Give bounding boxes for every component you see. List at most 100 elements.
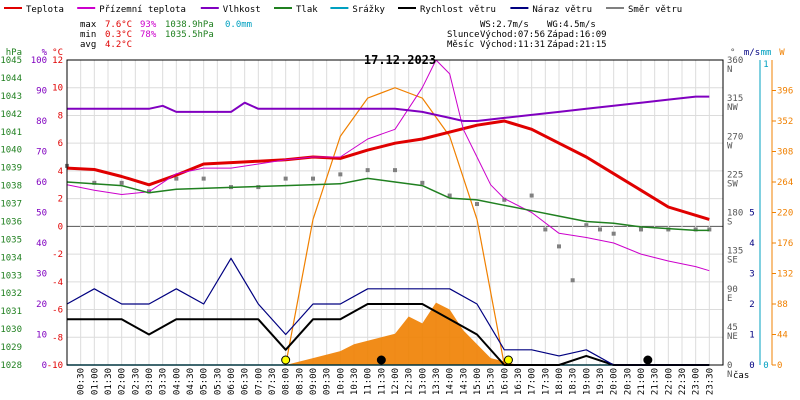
x-tick-label: 01:00 bbox=[90, 368, 100, 395]
direction-tick-label: SE bbox=[727, 256, 738, 266]
wind-direction-point bbox=[557, 244, 561, 249]
hpa-axis-tick: 1041 bbox=[0, 128, 22, 138]
temperature-axis-tick: -6 bbox=[52, 306, 63, 316]
wind-direction-point bbox=[338, 172, 343, 177]
legend-label: Přízemní teplota bbox=[99, 5, 186, 15]
x-tick-label: 14:00 bbox=[446, 368, 456, 395]
solar-unit: W bbox=[779, 48, 785, 58]
temperature-axis-tick: 10 bbox=[52, 84, 63, 94]
humidity-axis-tick: 0 bbox=[42, 361, 47, 371]
series-line-p-zemn-teplota bbox=[66, 59, 710, 272]
solar-tick: 88 bbox=[777, 300, 788, 310]
x-tick-label: 12:00 bbox=[391, 368, 401, 395]
humidity-axis-tick: 90 bbox=[36, 87, 47, 97]
solar-tick: 396 bbox=[777, 87, 793, 97]
x-tick-label: 16:00 bbox=[500, 368, 510, 395]
x-axis-unit: čas bbox=[733, 370, 749, 381]
solar-radiation-area bbox=[285, 302, 518, 365]
direction-tick: 315 bbox=[727, 94, 743, 104]
header-text: max 7.6°C 93% 1038.9hPa 0.0mm min 0.3°C 78% 1035… bbox=[80, 20, 607, 67]
hpa-axis-tick: 1042 bbox=[0, 110, 22, 120]
sun-marker bbox=[281, 355, 291, 365]
legend-label: Vlhkost bbox=[223, 5, 261, 15]
solar-tick: 176 bbox=[777, 239, 793, 249]
direction-tick-label: SW bbox=[727, 179, 738, 189]
x-tick-label: 22:30 bbox=[678, 368, 688, 395]
x-tick-label: 23:00 bbox=[692, 368, 702, 395]
direction-tick: 90 bbox=[727, 285, 738, 295]
sun-rise: Východ:07:56 bbox=[480, 30, 545, 40]
sun-moon-markers bbox=[281, 355, 653, 365]
hpa-axis-tick: 1028 bbox=[0, 361, 22, 371]
sun-elevation-line bbox=[285, 87, 505, 366]
legend-label: Směr větru bbox=[628, 5, 682, 15]
hpa-axis-tick: 1044 bbox=[0, 74, 22, 84]
direction-tick: 270 bbox=[727, 132, 743, 142]
sun-set: Západ:16:09 bbox=[547, 30, 607, 40]
direction-tick-label: NE bbox=[727, 332, 738, 342]
wind-direction-point bbox=[174, 176, 179, 181]
x-tick-label: 10:30 bbox=[350, 368, 360, 395]
x-tick-label: 17:00 bbox=[528, 368, 538, 395]
x-tick-label: 17:30 bbox=[541, 368, 551, 395]
x-tick-label: 08:00 bbox=[282, 368, 292, 395]
x-tick-label: 20:30 bbox=[623, 368, 633, 395]
legend-label: Tlak bbox=[296, 5, 318, 15]
solar-area bbox=[285, 302, 518, 365]
solar-tick: 44 bbox=[777, 331, 788, 341]
direction-tick-label: E bbox=[727, 294, 732, 304]
wind-gust-info: WG:4.5m/s bbox=[547, 20, 596, 30]
stats-label: min bbox=[80, 30, 96, 40]
wind-direction-point bbox=[502, 197, 507, 202]
stats-humidity: 78% bbox=[140, 30, 157, 40]
temperature-axis-tick: 4 bbox=[58, 167, 63, 177]
hpa-axis-tick: 1040 bbox=[0, 146, 22, 156]
direction-unit: ° bbox=[730, 48, 735, 58]
x-tick-label: 20:00 bbox=[610, 368, 620, 395]
humidity-axis-tick: 10 bbox=[36, 331, 47, 341]
legend: Teplota Přízemní teplota Vlhkost Tlak Srážky… bbox=[4, 5, 682, 15]
solar-tick: 0 bbox=[777, 361, 782, 371]
humidity-axis-tick: 20 bbox=[36, 300, 47, 310]
wind-direction-point bbox=[475, 202, 479, 207]
humidity-axis-tick: 80 bbox=[36, 117, 47, 127]
direction-tick: 45 bbox=[727, 323, 738, 333]
hpa-axis-tick: 1030 bbox=[0, 325, 22, 335]
stats-pressure: 1035.5hPa bbox=[165, 30, 214, 40]
wind-direction-point bbox=[92, 180, 97, 185]
plot-frame bbox=[66, 59, 724, 366]
direction-tick-label: N bbox=[727, 65, 732, 75]
humidity-axis-tick: 100 bbox=[31, 56, 47, 66]
moon-rise: Východ:11:31 bbox=[480, 40, 545, 50]
stats-pressure: 1038.9hPa bbox=[165, 20, 214, 30]
x-tick-label: 13:30 bbox=[432, 368, 442, 395]
x-tick-label: 09:00 bbox=[309, 368, 319, 395]
hpa-axis-tick: 1045 bbox=[0, 56, 22, 66]
series-line-tlak bbox=[66, 177, 710, 232]
x-tick-label: 18:30 bbox=[569, 368, 579, 395]
x-tick-label: 02:00 bbox=[118, 368, 128, 395]
hpa-axis-tick: 1032 bbox=[0, 289, 22, 299]
humidity-axis-tick: 30 bbox=[36, 270, 47, 280]
x-tick-label: 22:00 bbox=[664, 368, 674, 395]
wind-direction-point bbox=[201, 176, 206, 181]
temperature-axis-tick: -2 bbox=[52, 250, 63, 260]
wind-direction-point bbox=[543, 227, 548, 232]
stats-temp: 4.2°C bbox=[105, 40, 132, 50]
legend-label: Rychlost větru bbox=[420, 5, 496, 15]
axes: 00:30 01:00 01:30 02:00 02:30 03:00 03:30 04:00… bbox=[0, 48, 793, 395]
x-tick-label: 05:30 bbox=[213, 368, 223, 395]
wind-direction-point bbox=[707, 227, 712, 232]
temperature-axis-tick: 12 bbox=[52, 56, 63, 66]
direction-tick-label: W bbox=[727, 141, 733, 151]
rain-tick: 1 bbox=[763, 60, 768, 70]
direction-tick-label: S bbox=[727, 218, 732, 228]
hpa-axis-tick: 1036 bbox=[0, 217, 22, 227]
sun-label: Slunce bbox=[447, 30, 480, 40]
direction-tick: 360 bbox=[727, 56, 743, 66]
temperature-axis-tick: 0 bbox=[58, 222, 63, 232]
wind-direction-point bbox=[283, 176, 288, 181]
direction-tick-label: NW bbox=[727, 103, 738, 113]
series-lines bbox=[66, 59, 710, 366]
wind-speed-tick: 0 bbox=[749, 361, 754, 371]
